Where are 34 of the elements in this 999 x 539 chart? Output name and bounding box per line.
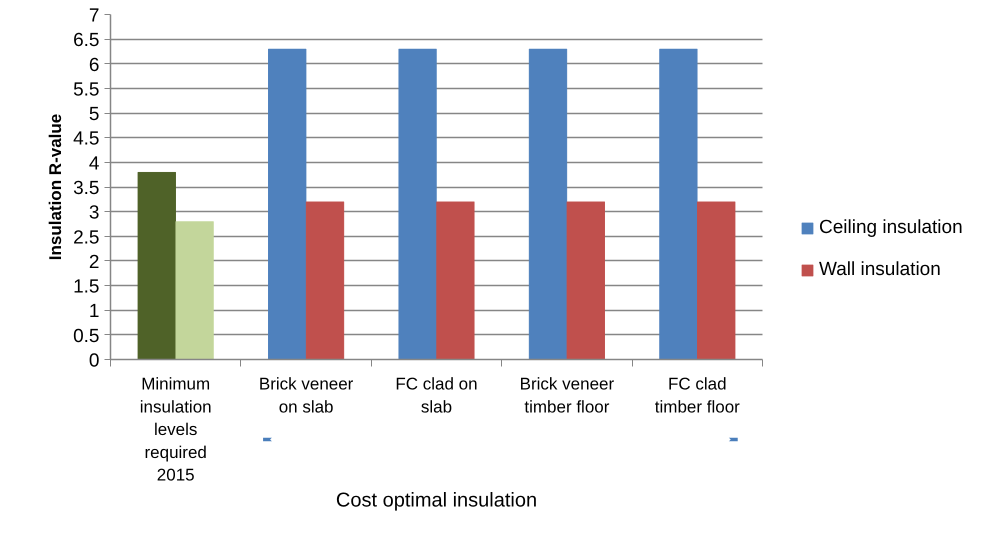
y-tick-label: 7 bbox=[88, 6, 100, 26]
y-tick-label: 0.5 bbox=[73, 326, 100, 347]
y-tick-label: 0 bbox=[88, 350, 100, 372]
y-tick-label: 5 bbox=[88, 104, 100, 126]
bar bbox=[268, 48, 306, 360]
y-tick-label: 1 bbox=[88, 301, 100, 322]
bar bbox=[436, 202, 475, 360]
y-tick-label: 4 bbox=[88, 153, 100, 174]
y-tick-label: 2.5 bbox=[73, 227, 100, 248]
y-tick-label: 5.5 bbox=[73, 79, 100, 100]
bar bbox=[697, 202, 736, 360]
legend-label: Wall insulation bbox=[819, 259, 941, 281]
bar bbox=[175, 221, 214, 360]
legend-label: Ceiling insulation bbox=[819, 217, 963, 239]
y-tick-label: 4.5 bbox=[73, 128, 100, 150]
y-tick-label: 6.5 bbox=[73, 30, 100, 52]
bar bbox=[659, 48, 698, 360]
bar bbox=[306, 202, 344, 360]
y-axis-title: Insulation R-value bbox=[46, 114, 66, 260]
bar bbox=[138, 172, 176, 360]
y-tick-label: 3 bbox=[88, 202, 100, 224]
text: Cost optimal insulation bbox=[336, 490, 538, 512]
x-tick-label: FC clad on slab bbox=[395, 374, 478, 416]
y-tick-label: 3.5 bbox=[73, 178, 100, 199]
y-tick-label: 6 bbox=[88, 54, 100, 76]
y-tick-label: 2 bbox=[88, 252, 100, 273]
x-tick-label: Brick veneer on slab bbox=[258, 374, 354, 416]
x-tick-label: FC clad timber floor bbox=[654, 374, 740, 416]
x-tick-label: Minimum insulation levels required 2015 bbox=[140, 374, 212, 485]
bar bbox=[566, 202, 605, 360]
y-tick-label: 1.5 bbox=[73, 276, 100, 298]
bar bbox=[528, 48, 568, 360]
bar bbox=[398, 48, 437, 360]
x-tick-label: Brick veneer timber floor bbox=[520, 374, 614, 416]
